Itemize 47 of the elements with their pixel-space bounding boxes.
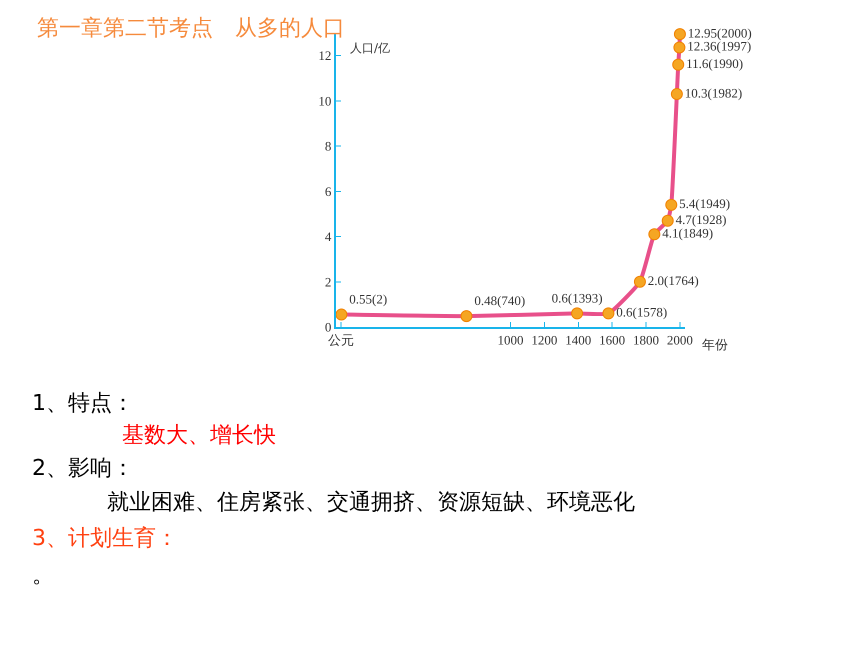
- text: 基数大、增长快: [122, 423, 276, 448]
- point: [460, 310, 472, 322]
- point: [670, 88, 683, 100]
- point: [648, 228, 660, 240]
- y-tick-label: 10: [318, 93, 332, 108]
- y-tick-label: 0: [324, 320, 332, 335]
- point: [634, 276, 646, 288]
- y-axis-title: 人口/亿: [350, 41, 390, 55]
- point: [335, 308, 348, 321]
- data-label: 0.6(1578): [616, 304, 668, 320]
- data-label: 12.95(2000): [688, 25, 752, 40]
- y-tick-label: 8: [324, 138, 332, 154]
- data-label: 5.4(1949): [679, 196, 730, 212]
- data-label: 4.7(1928): [676, 212, 727, 227]
- text: 就业困难、住房紧张、交通拥挤、资源短缺、环境恶化: [107, 490, 635, 515]
- text: 1、特点：: [32, 391, 134, 416]
- data-label: 0.55(2): [349, 291, 388, 306]
- x-tick-label: 1800: [633, 332, 660, 348]
- text: 。: [32, 563, 54, 588]
- x-tick-label: 1600: [599, 332, 626, 348]
- text: 2、影响：: [32, 456, 134, 481]
- y-tick-label: 2: [324, 274, 332, 290]
- chart-title: 第一章第二节考点 从多的人口: [37, 16, 345, 41]
- y-tick-label: 6: [324, 184, 332, 199]
- text: 3、计划生育：: [32, 525, 178, 551]
- data-label: 10.3(1982): [684, 85, 742, 100]
- point: [602, 307, 614, 320]
- point: [571, 307, 584, 320]
- data-label: 2.0(1764): [648, 273, 699, 288]
- point: [672, 58, 684, 71]
- data-label: 11.6(1990): [686, 56, 744, 71]
- point: [662, 214, 674, 227]
- data-label: 4.1(1849): [662, 226, 714, 241]
- x-tick-label: 公元: [328, 332, 354, 348]
- x-axis-title: 年份: [702, 338, 728, 353]
- data-label: 0.6(1393): [552, 290, 603, 306]
- point: [673, 41, 686, 54]
- data-label: 0.48(740): [474, 293, 526, 308]
- x-tick-label: 1000: [498, 332, 524, 348]
- y-tick-label: 4: [324, 229, 332, 244]
- x-tick-label: 1400: [565, 332, 592, 348]
- point: [674, 28, 686, 40]
- y-tick-label: 12: [318, 48, 332, 64]
- x-tick-label: 2000: [666, 332, 693, 348]
- data-label: 12.36(1997): [687, 38, 752, 54]
- point: [665, 198, 678, 211]
- x-tick-label: 1200: [531, 332, 558, 348]
